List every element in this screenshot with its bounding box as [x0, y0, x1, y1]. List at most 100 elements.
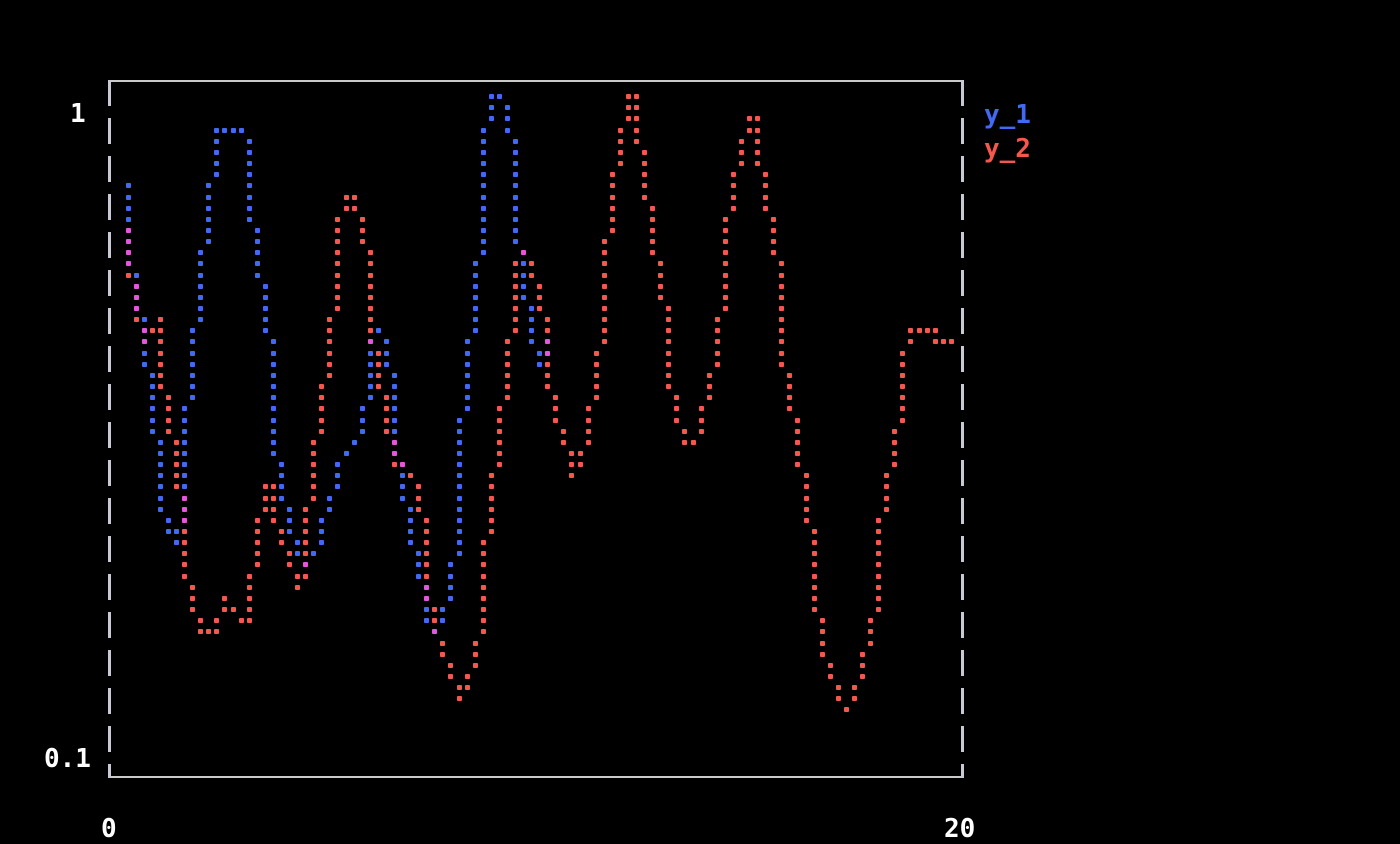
data-point	[270, 372, 276, 378]
data-point	[884, 506, 890, 512]
data-point	[335, 272, 341, 278]
data-point	[214, 149, 220, 155]
data-point	[666, 339, 672, 345]
data-point	[908, 328, 914, 334]
data-point	[335, 473, 341, 479]
data-point	[472, 306, 478, 311]
data-point	[383, 406, 389, 412]
data-point	[722, 294, 728, 300]
data-point	[270, 517, 276, 523]
data-point	[182, 495, 188, 501]
data-point	[182, 517, 188, 523]
data-point	[585, 406, 591, 412]
data-point	[545, 328, 551, 334]
data-point	[714, 339, 720, 345]
data-point	[722, 306, 728, 311]
data-point	[900, 361, 906, 367]
data-point	[408, 473, 414, 479]
data-point	[424, 607, 430, 613]
data-point	[480, 239, 486, 245]
data-point	[730, 194, 736, 200]
data-point	[763, 172, 769, 178]
data-point	[367, 306, 373, 311]
data-point	[747, 127, 753, 133]
data-point	[416, 573, 422, 579]
data-point	[190, 372, 196, 378]
data-point	[642, 172, 648, 178]
data-point	[456, 551, 462, 557]
data-point	[577, 450, 583, 456]
data-point	[246, 595, 252, 601]
data-point	[513, 205, 518, 211]
data-point	[851, 685, 857, 691]
data-point	[383, 339, 389, 345]
data-point	[504, 105, 510, 111]
data-point	[157, 462, 163, 468]
data-point	[165, 529, 171, 534]
data-point	[521, 261, 527, 267]
data-point	[488, 116, 494, 122]
data-point	[771, 250, 777, 256]
data-point	[440, 651, 446, 657]
data-point	[424, 551, 430, 557]
data-point	[504, 384, 510, 390]
data-point	[795, 417, 801, 423]
data-point	[504, 339, 510, 345]
data-point	[480, 607, 486, 613]
data-point	[375, 350, 381, 356]
data-point	[932, 328, 938, 334]
data-point	[513, 183, 518, 189]
data-point	[666, 384, 672, 390]
data-point	[367, 317, 373, 323]
data-point	[714, 317, 720, 323]
data-point	[545, 339, 551, 345]
data-point	[343, 450, 349, 456]
data-point	[674, 395, 680, 401]
data-point	[884, 495, 890, 501]
data-point	[496, 94, 502, 100]
data-point	[480, 584, 486, 590]
data-point	[795, 462, 801, 468]
data-point	[149, 328, 155, 334]
data-point	[319, 417, 325, 423]
data-point	[593, 350, 599, 356]
data-point	[198, 306, 204, 311]
data-point	[529, 261, 535, 267]
data-point	[157, 339, 163, 345]
data-point	[513, 272, 518, 278]
data-point	[892, 462, 898, 468]
data-point	[230, 607, 236, 613]
data-point	[521, 294, 527, 300]
data-point	[391, 406, 397, 412]
x-axis-tick-right: 20	[944, 814, 976, 844]
data-point	[182, 417, 188, 423]
data-point	[157, 439, 163, 445]
data-point	[811, 595, 817, 601]
data-point	[303, 551, 309, 557]
data-point	[141, 328, 147, 334]
data-point	[165, 428, 171, 434]
data-point	[391, 417, 397, 423]
data-point	[617, 149, 623, 155]
data-point	[529, 339, 535, 345]
data-point	[876, 584, 882, 590]
data-point	[190, 350, 196, 356]
data-point	[585, 417, 591, 423]
data-point	[262, 317, 268, 323]
data-point	[779, 283, 785, 289]
data-point	[400, 473, 406, 479]
data-point	[327, 339, 333, 345]
data-point	[642, 161, 648, 167]
data-point	[335, 283, 341, 289]
data-point	[666, 372, 672, 378]
data-point	[190, 339, 196, 345]
data-point	[698, 417, 704, 423]
data-point	[472, 328, 478, 334]
data-point	[295, 584, 301, 590]
data-point	[190, 584, 196, 590]
data-point	[246, 172, 252, 178]
data-point	[456, 506, 462, 512]
data-point	[900, 417, 906, 423]
data-point	[787, 406, 793, 412]
data-point	[198, 618, 204, 624]
